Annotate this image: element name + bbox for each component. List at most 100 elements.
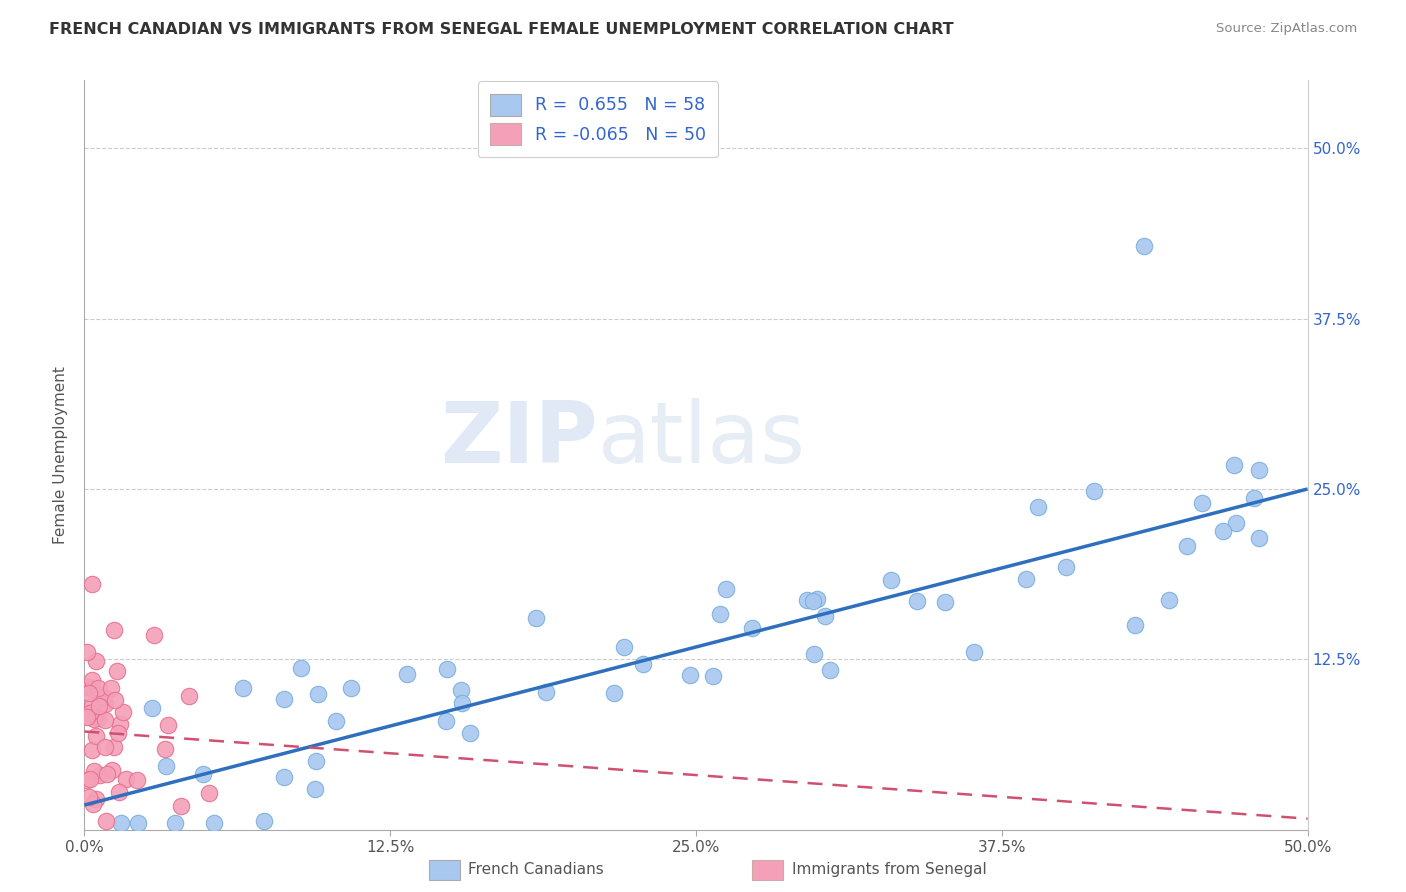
Point (1015, 572, 1038, 586)
Point (83, 712, 105, 726)
Point (1159, 593, 1181, 607)
Point (395, 667, 418, 681)
Point (82, 673, 104, 687)
Point (80, 577, 103, 591)
Point (880, 573, 903, 587)
Point (198, 787, 221, 801)
Point (104, 692, 127, 706)
Point (191, 767, 214, 781)
Point (82, 682, 104, 697)
Point (307, 688, 329, 702)
Point (1249, 463, 1271, 477)
Point (273, 691, 295, 706)
Point (1123, 618, 1146, 632)
Point (1247, 531, 1270, 545)
Point (170, 798, 193, 813)
Point (304, 782, 326, 797)
Text: Source: ZipAtlas.com: Source: ZipAtlas.com (1216, 22, 1357, 36)
Point (434, 714, 457, 729)
Point (1191, 496, 1213, 510)
Point (458, 725, 481, 739)
Point (679, 668, 702, 682)
Point (741, 620, 763, 634)
Point (79, 772, 101, 786)
Text: atlas: atlas (598, 399, 806, 482)
Point (77, 681, 100, 695)
Point (1083, 483, 1105, 498)
Point (633, 657, 655, 672)
Point (305, 754, 328, 768)
Y-axis label: Female Unemployment: Female Unemployment (53, 366, 69, 544)
Point (108, 785, 131, 799)
Point (273, 771, 295, 785)
Point (82, 797, 104, 811)
Point (115, 772, 138, 787)
Point (87, 681, 110, 695)
Point (143, 628, 166, 642)
Point (76, 645, 98, 659)
Point (818, 663, 841, 677)
Point (290, 661, 312, 675)
Point (232, 681, 254, 695)
Point (89, 768, 111, 782)
Point (1223, 458, 1246, 473)
Point (603, 686, 626, 700)
Point (1054, 560, 1077, 574)
Point (103, 624, 125, 638)
Point (155, 742, 177, 756)
Point (76, 708, 98, 723)
Point (86, 792, 108, 806)
Point (157, 718, 180, 732)
Point (1225, 516, 1247, 530)
Point (82, 699, 104, 714)
Point (141, 701, 163, 715)
Point (77, 789, 100, 804)
Point (340, 681, 363, 695)
Point (93, 690, 115, 705)
Point (83, 764, 105, 778)
Point (702, 669, 724, 683)
Point (155, 759, 177, 773)
Point (1132, 239, 1154, 253)
Text: FRENCH CANADIAN VS IMMIGRANTS FROM SENEGAL FEMALE UNEMPLOYMENT CORRELATION CHART: FRENCH CANADIAN VS IMMIGRANTS FROM SENEG… (49, 22, 953, 37)
Point (108, 717, 131, 731)
Point (111, 705, 134, 719)
Point (806, 591, 828, 606)
Point (107, 726, 129, 740)
Point (1212, 524, 1234, 538)
Point (79, 706, 101, 721)
Point (436, 662, 458, 676)
Point (450, 696, 472, 710)
Point (905, 594, 928, 608)
Point (709, 607, 731, 622)
Point (524, 611, 547, 625)
Point (80, 742, 103, 756)
Point (94, 713, 117, 727)
Point (1243, 491, 1265, 506)
Point (76, 706, 98, 720)
Point (77, 686, 100, 700)
Point (1026, 500, 1049, 514)
Point (110, 815, 132, 830)
Point (94, 740, 117, 755)
Legend: R =  0.655   N = 58, R = -0.065   N = 50: R = 0.655 N = 58, R = -0.065 N = 50 (478, 81, 718, 157)
Point (801, 594, 824, 608)
Point (101, 764, 124, 778)
Point (814, 608, 837, 623)
Point (202, 815, 225, 830)
Point (803, 647, 825, 661)
Point (613, 640, 636, 654)
Point (100, 681, 122, 696)
Point (93, 698, 115, 712)
Point (963, 645, 986, 659)
Text: French Canadians: French Canadians (468, 863, 605, 877)
Point (94, 814, 117, 828)
Point (83, 709, 105, 723)
Text: ZIP: ZIP (440, 399, 598, 482)
Point (714, 582, 737, 596)
Point (325, 714, 347, 729)
Point (76, 773, 98, 788)
Point (253, 814, 276, 828)
Point (86, 711, 108, 725)
Point (103, 739, 125, 754)
